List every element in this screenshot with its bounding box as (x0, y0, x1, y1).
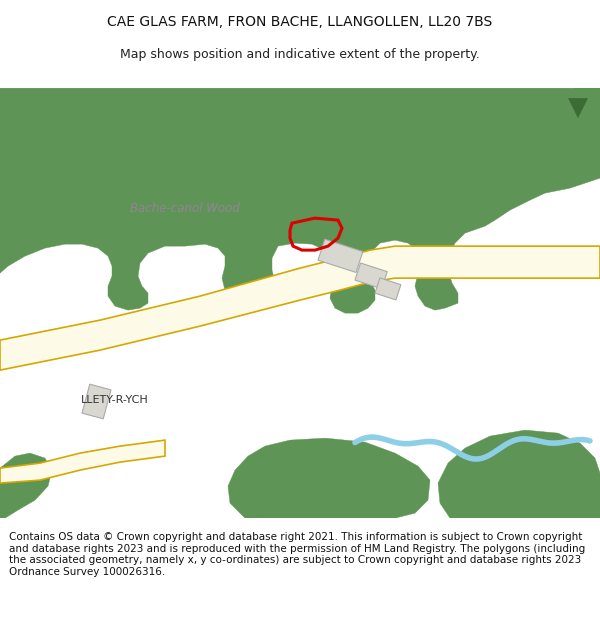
Polygon shape (438, 430, 600, 518)
Text: Bache-canol Wood: Bache-canol Wood (130, 202, 240, 214)
Text: Map shows position and indicative extent of the property.: Map shows position and indicative extent… (120, 48, 480, 61)
Text: LLETY-R-YCH: LLETY-R-YCH (81, 395, 149, 405)
Polygon shape (228, 438, 430, 518)
Polygon shape (0, 88, 600, 313)
Text: CAE GLAS FARM, FRON BACHE, LLANGOLLEN, LL20 7BS: CAE GLAS FARM, FRON BACHE, LLANGOLLEN, L… (107, 15, 493, 29)
Polygon shape (0, 453, 52, 518)
Polygon shape (0, 440, 165, 483)
Bar (82, 384, 111, 419)
Polygon shape (568, 98, 588, 118)
Bar (375, 278, 401, 300)
Bar (318, 239, 363, 272)
Bar (355, 263, 387, 289)
Text: Contains OS data © Crown copyright and database right 2021. This information is : Contains OS data © Crown copyright and d… (9, 532, 585, 577)
Text: Bache-canol Wood: Bache-canol Wood (130, 202, 240, 214)
Polygon shape (0, 246, 600, 370)
Polygon shape (572, 88, 600, 173)
